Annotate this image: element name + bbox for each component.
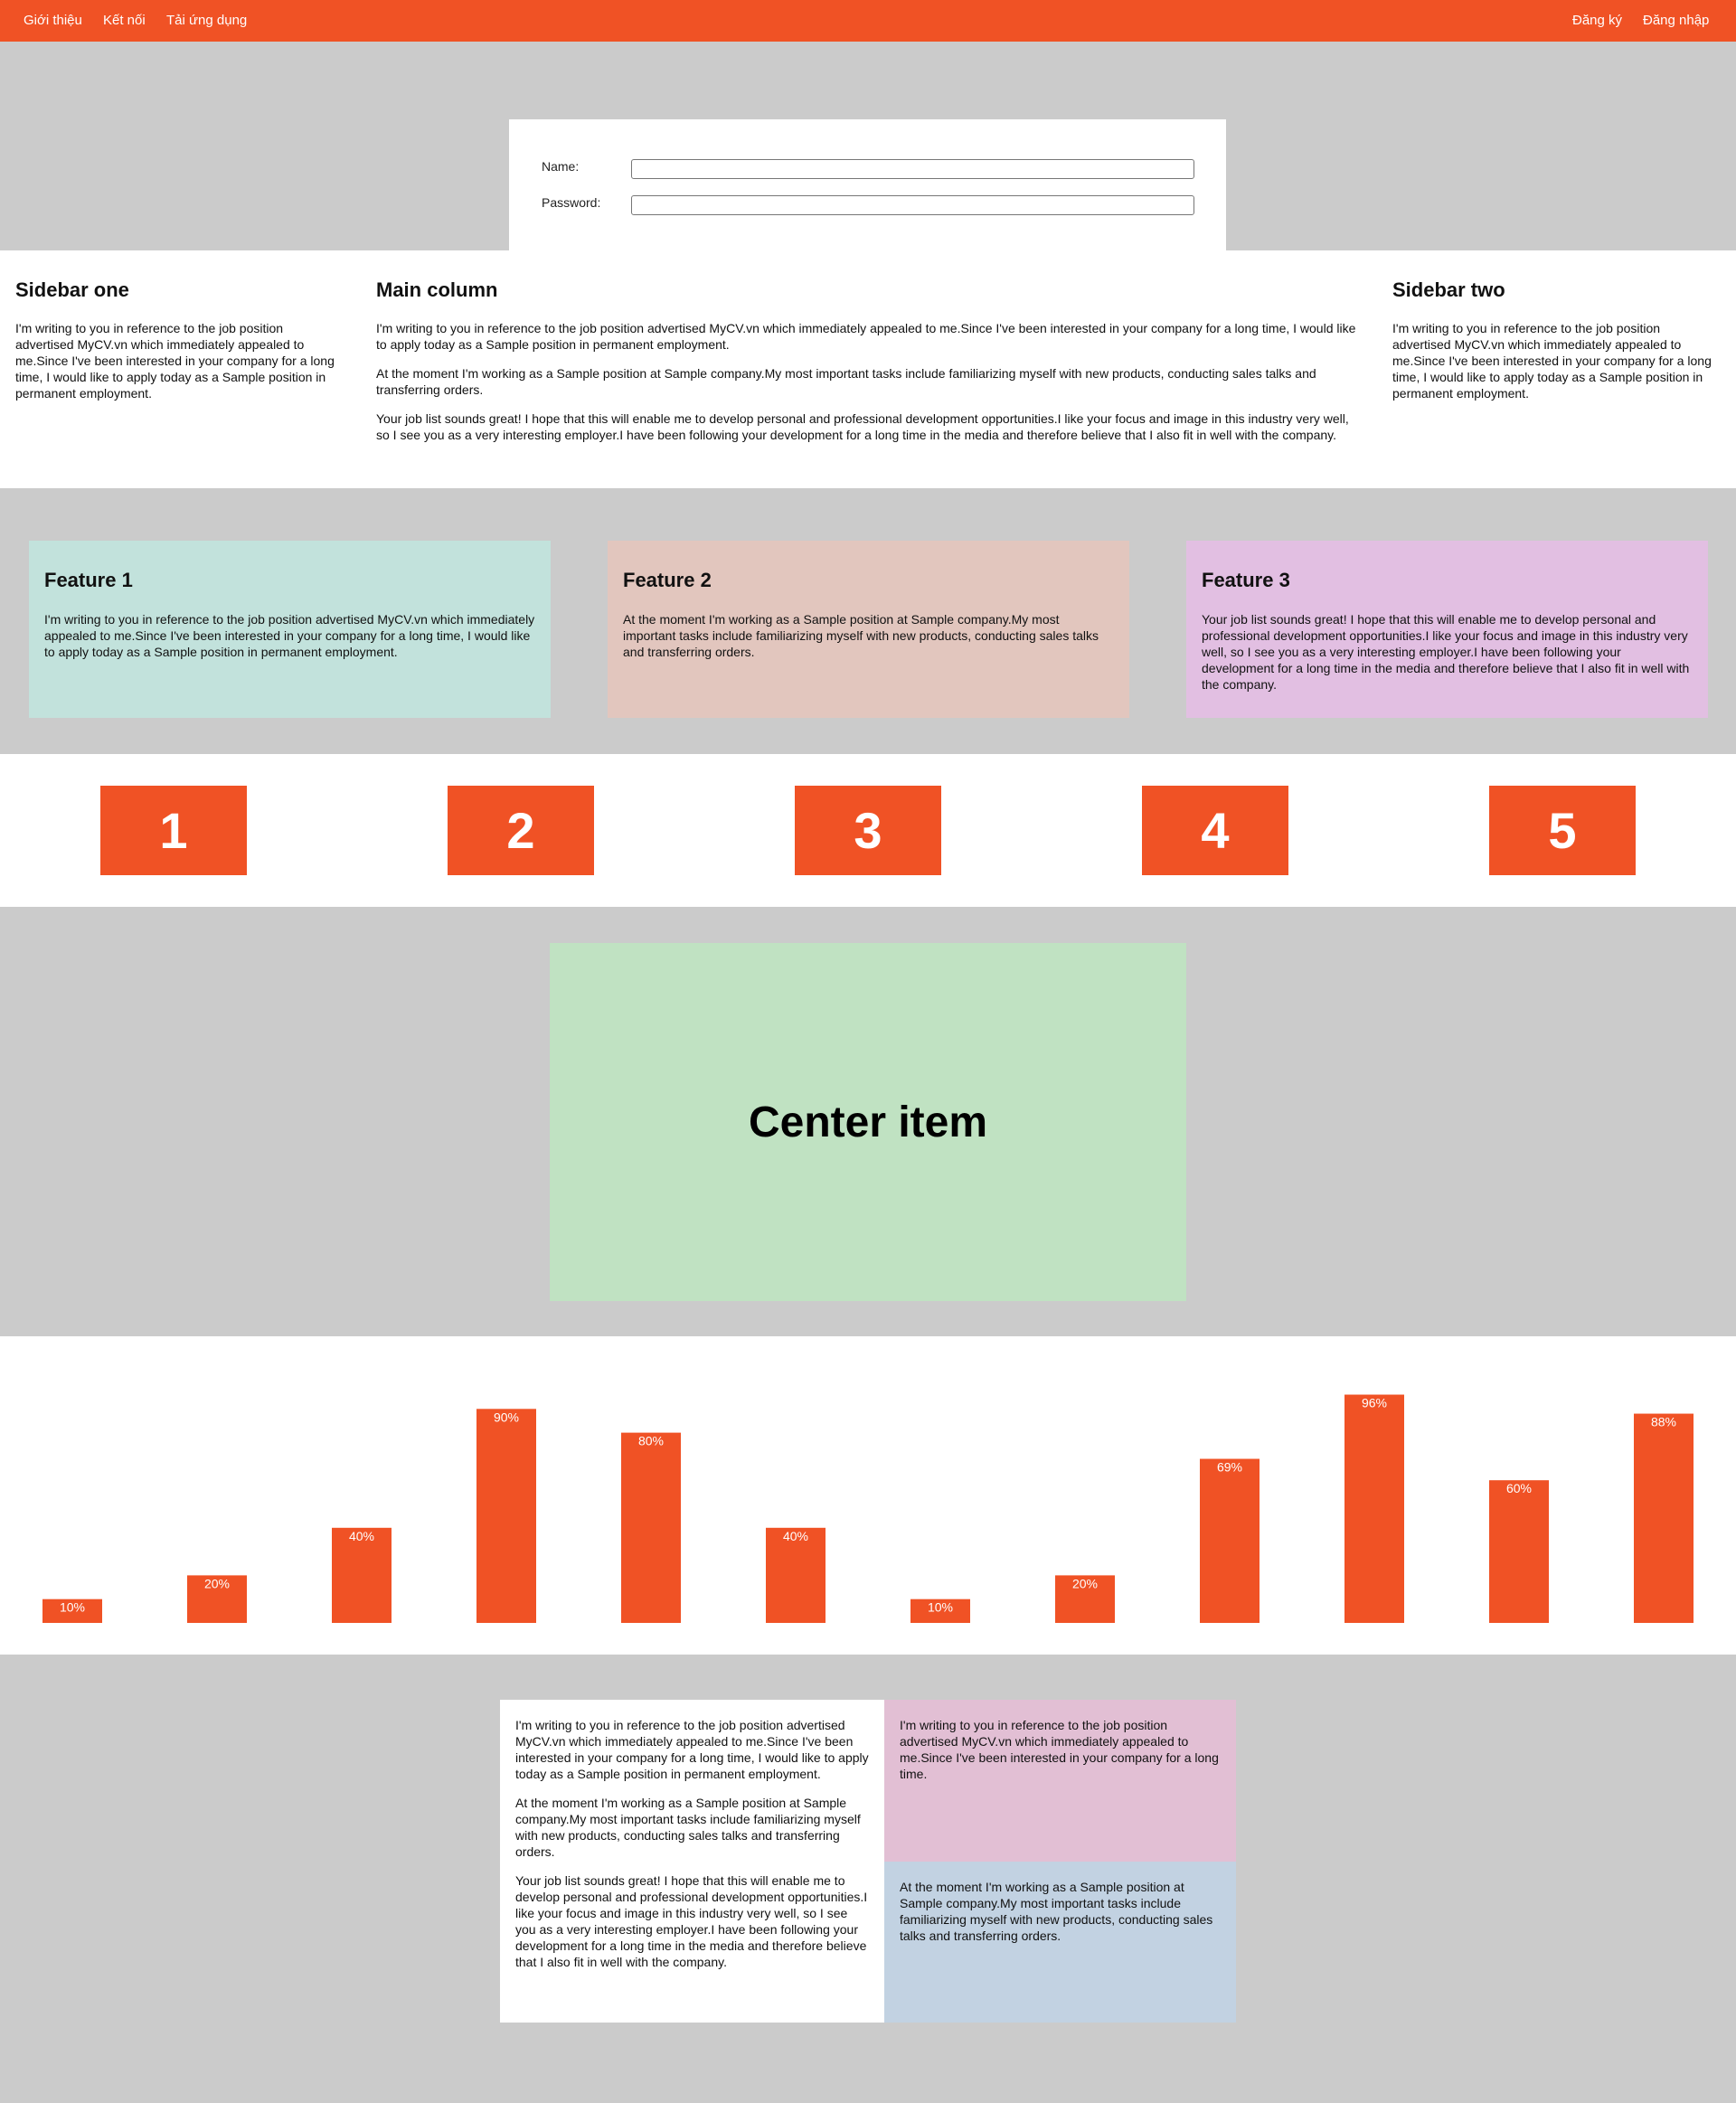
nav-link-dang-nhap[interactable]: Đăng nhập — [1643, 13, 1710, 28]
sidebar-one-text: I'm writing to you in reference to the j… — [15, 321, 335, 401]
chart-bar — [332, 1527, 392, 1623]
chart-bar — [1634, 1413, 1694, 1623]
chart-bar — [187, 1575, 247, 1623]
bottom-grid-section: I'm writing to you in reference to the j… — [0, 1655, 1736, 2103]
feature-card-3: Feature 3 Your job list sounds great! I … — [1186, 541, 1708, 718]
chart-bar — [1489, 1480, 1549, 1623]
sidebar-one-title: Sidebar one — [15, 278, 129, 301]
chart-bar-label: 40% — [783, 1529, 808, 1543]
center-item: Center item — [550, 943, 1186, 1301]
grid-paragraph: I'm writing to you in reference to the j… — [900, 1718, 1219, 1781]
bar-chart: 10% 20% 40% 90% 80% 40% 10% 20% 69% 96% 60% 88% — [42, 1394, 1694, 1623]
main-paragraph: Your job list sounds great! I hope that … — [376, 411, 1349, 442]
chart-bar-label: 60% — [1506, 1481, 1532, 1495]
chart-bar — [766, 1527, 826, 1623]
name-input[interactable] — [631, 159, 1194, 179]
main-column-text-block: I'm writing to you in reference to the j… — [376, 320, 1360, 456]
number-box-3: 3 — [795, 786, 941, 875]
numbers-section: 1 2 3 4 5 — [0, 754, 1736, 907]
center-section: Center item — [0, 907, 1736, 1336]
grid-cell-left: I'm writing to you in reference to the j… — [500, 1700, 884, 2023]
sidebar-one-text-block: I'm writing to you in reference to the j… — [15, 320, 343, 414]
chart-bar-label: 80% — [638, 1434, 664, 1448]
chart-bar-label: 69% — [1217, 1460, 1242, 1475]
bar-chart-section: 10% 20% 40% 90% 80% 40% 10% 20% 69% 96% 60% 88% — [0, 1336, 1736, 1655]
chart-bar — [476, 1409, 536, 1623]
feature-text: At the moment I'm working as a Sample po… — [623, 612, 1099, 659]
grid-paragraph: At the moment I'm working as a Sample po… — [900, 1880, 1213, 1943]
feature-title: Feature 2 — [623, 569, 712, 591]
chart-bar — [1055, 1575, 1115, 1623]
feature-title: Feature 3 — [1202, 569, 1290, 591]
grid-cell-top-right: I'm writing to you in reference to the j… — [884, 1700, 1236, 1862]
chart-bar-label: 90% — [494, 1410, 519, 1424]
chart-bar — [910, 1598, 970, 1623]
nav-link-tai-ung-dung[interactable]: Tải ứng dụng — [166, 13, 248, 28]
number-box-2: 2 — [448, 786, 594, 875]
feature-text: Your job list sounds great! I hope that … — [1202, 612, 1690, 692]
nav-link-ket-noi[interactable]: Kết nối — [103, 13, 146, 28]
chart-bar — [1200, 1458, 1260, 1623]
login-form: Name: Password: — [509, 119, 1226, 255]
sidebar-two-text-block: I'm writing to you in reference to the j… — [1392, 320, 1720, 414]
chart-bar-label: 20% — [1072, 1576, 1098, 1590]
sidebar-two-title: Sidebar two — [1392, 278, 1505, 301]
top-navigation-bar: Giới thiệu Kết nối Tải ứng dụng Đăng ký … — [0, 0, 1736, 42]
chart-bar-label: 40% — [349, 1529, 374, 1543]
number-box-1: 1 — [100, 786, 247, 875]
main-column-title: Main column — [376, 278, 498, 301]
chart-bar-label: 10% — [60, 1600, 85, 1615]
main-paragraph: I'm writing to you in reference to the j… — [376, 321, 1356, 352]
main-paragraph: At the moment I'm working as a Sample po… — [376, 366, 1316, 397]
number-box-4: 4 — [1142, 786, 1288, 875]
features-section: Feature 1 I'm writing to you in referenc… — [0, 488, 1736, 754]
password-input[interactable] — [631, 195, 1194, 215]
chart-bar — [621, 1432, 681, 1623]
password-label: Password: — [542, 195, 601, 210]
nav-link-dang-ky[interactable]: Đăng ký — [1572, 13, 1623, 28]
number-box-5: 5 — [1489, 786, 1636, 875]
login-section: Name: Password: — [0, 42, 1736, 255]
chart-bar-label: 20% — [204, 1576, 230, 1590]
grid-paragraph: I'm writing to you in reference to the j… — [515, 1718, 869, 1781]
three-column-section: Sidebar one I'm writing to you in refere… — [0, 250, 1736, 488]
sidebar-two-text: I'm writing to you in reference to the j… — [1392, 321, 1712, 401]
feature-card-2: Feature 2 At the moment I'm working as a… — [608, 541, 1129, 718]
grid-paragraph: Your job list sounds great! I hope that … — [515, 1873, 868, 1969]
chart-bar — [1344, 1394, 1404, 1623]
feature-title: Feature 1 — [44, 569, 133, 591]
feature-text: I'm writing to you in reference to the j… — [44, 612, 535, 659]
grid-cell-bottom-right: At the moment I'm working as a Sample po… — [884, 1862, 1236, 2023]
chart-bar-label: 96% — [1362, 1396, 1387, 1410]
grid-paragraph: At the moment I'm working as a Sample po… — [515, 1796, 861, 1859]
feature-card-1: Feature 1 I'm writing to you in referenc… — [29, 541, 551, 718]
chart-bar-label: 10% — [928, 1600, 953, 1615]
chart-bar-label: 88% — [1651, 1415, 1676, 1429]
name-label: Name: — [542, 159, 580, 174]
chart-bar — [42, 1598, 102, 1623]
nav-link-gioi-thieu[interactable]: Giới thiệu — [24, 13, 82, 28]
